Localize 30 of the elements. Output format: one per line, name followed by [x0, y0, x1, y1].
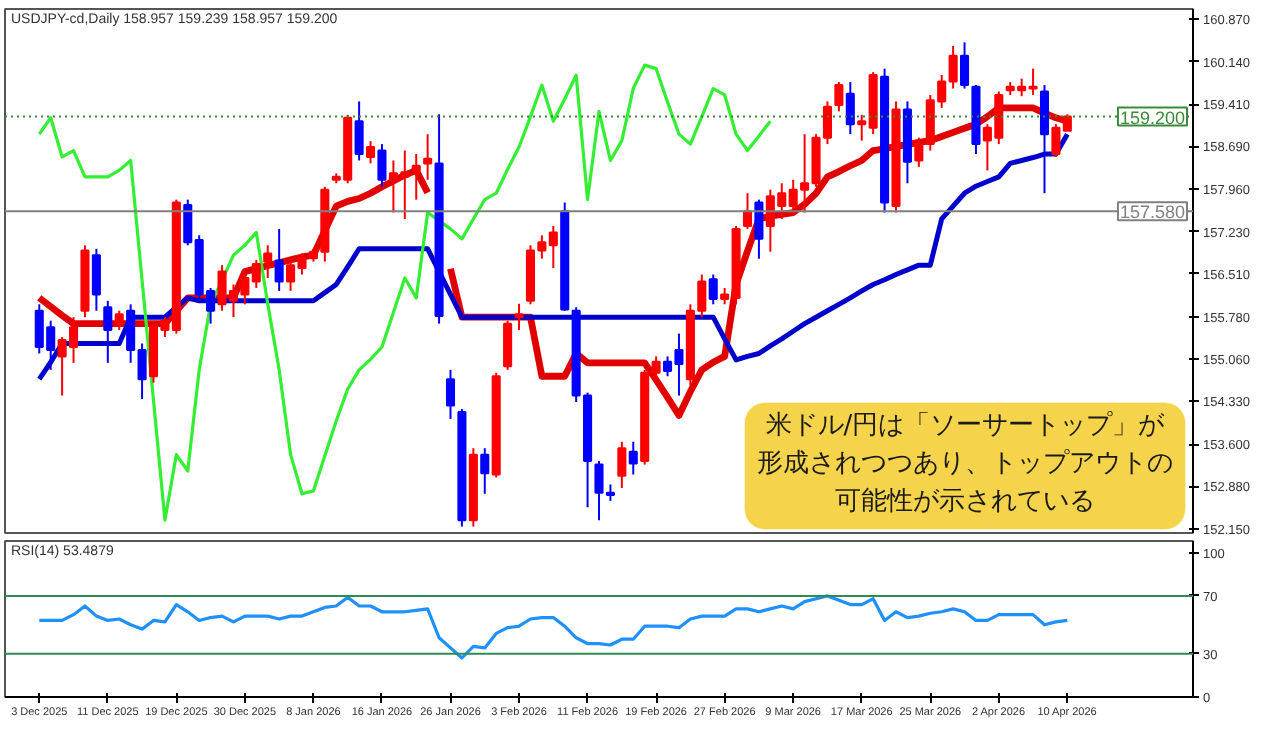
- candlestick: [366, 140, 376, 165]
- candlestick: [103, 299, 113, 364]
- candlestick: [91, 247, 101, 312]
- annotation: 可能性が示されている: [835, 487, 1095, 517]
- candlestick: [708, 273, 718, 306]
- candlestick: [1039, 84, 1050, 195]
- candlestick: [834, 81, 844, 113]
- candlestick: [742, 192, 753, 230]
- candlestick: [445, 368, 456, 420]
- candlestick: [377, 143, 387, 188]
- candlestick: [411, 153, 421, 201]
- line-series: [36, 131, 1070, 382]
- candlestick: [480, 447, 490, 495]
- candlestick: [845, 81, 855, 136]
- candlestick: [423, 133, 433, 181]
- candlestick: [503, 319, 513, 371]
- candlestick: [754, 198, 764, 260]
- candlestick: [617, 440, 627, 489]
- ref-line-label: 159.200: [1119, 107, 1186, 128]
- ref-line-label: 157.580: [1119, 202, 1186, 223]
- candlestick: [514, 302, 524, 332]
- annotation: 形成されつつあり、トップアウトの: [757, 449, 1173, 479]
- annotation: 米ドル/円は「ソーサートップ」が: [765, 411, 1167, 441]
- candlestick: [263, 244, 273, 280]
- candlestick: [354, 100, 364, 162]
- candlestick: [960, 41, 970, 90]
- candlestick: [114, 309, 124, 332]
- line-series: [37, 594, 1069, 660]
- candlestick: [274, 227, 284, 292]
- candlestick: [628, 440, 638, 476]
